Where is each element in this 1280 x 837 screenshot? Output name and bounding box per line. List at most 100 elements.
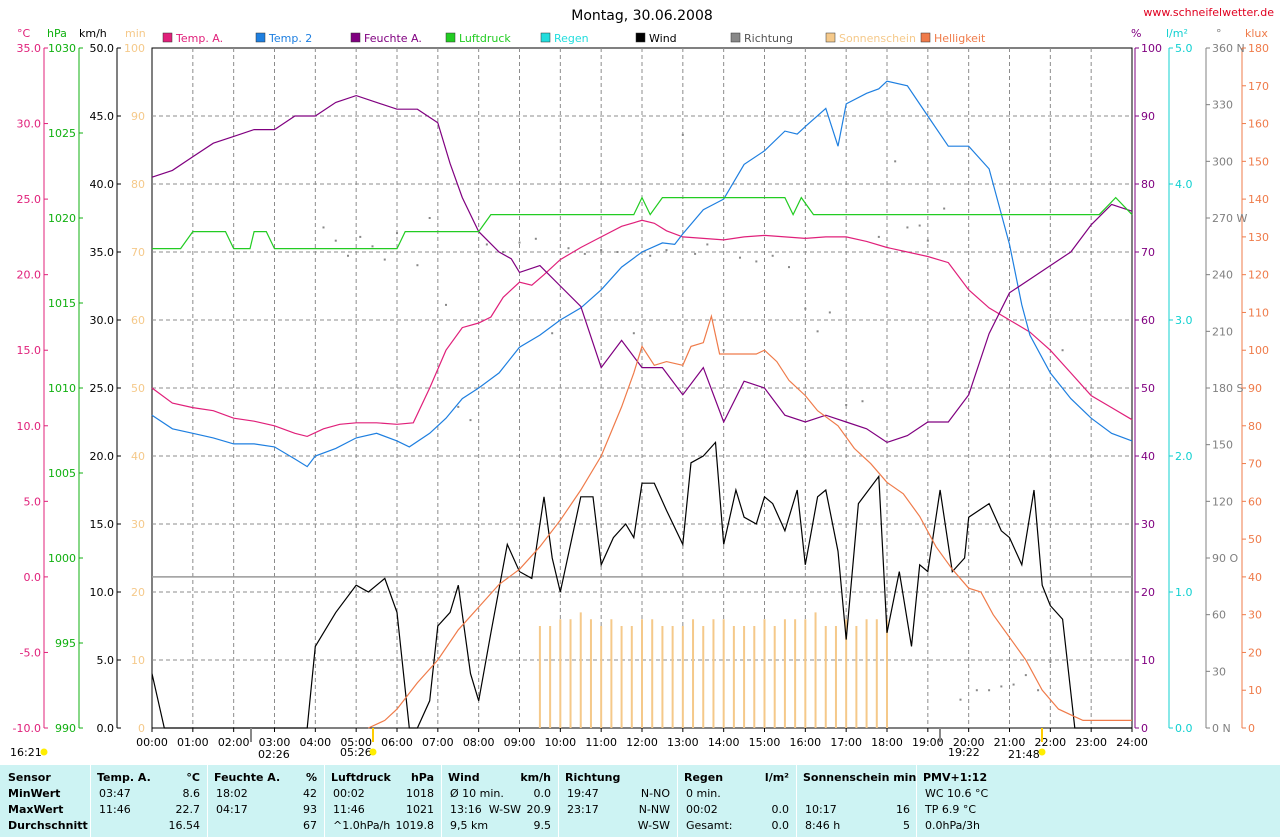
series-temp-a-line (151, 219, 1133, 438)
x-tick-label-13: 13:00 (667, 736, 699, 749)
sunshine-bars (538, 612, 888, 728)
x-tick-label-16: 16:00 (789, 736, 821, 749)
direction-dot-19 (600, 249, 603, 252)
wind-tick-label-0: 50.0 (90, 42, 115, 55)
right-axes: 10090807060504030201005.04.03.02.01.00.0… (1134, 42, 1269, 735)
direction-dot-1 (334, 239, 337, 242)
temp-tick-label-0: 35.0 (17, 42, 42, 55)
rain-tick-label-0: 5.0 (1175, 42, 1193, 55)
x-tick-label-20: 20:00 (953, 736, 985, 749)
humidity-tick-label-8: 20 (1141, 586, 1155, 599)
table-cell-3-avg-time: 9,5 km (450, 819, 489, 832)
direction-dot-13 (502, 251, 505, 253)
website-label: www.schneifelwetter.de (1143, 6, 1274, 19)
mark-0526-label: 05:26 (340, 746, 372, 759)
direction-dot-41 (926, 239, 929, 242)
direction-dot-27 (722, 349, 725, 352)
direction-dot-29 (755, 260, 758, 263)
direction-tick-label-0: 360 N (1212, 42, 1245, 55)
pressure-tick-label-5: 1005 (48, 467, 76, 480)
chart-title: Montag, 30.06.2008 (571, 8, 713, 24)
table-cell-4-avg-val: W-SW (637, 819, 670, 832)
x-tick-label-1: 01:00 (177, 736, 209, 749)
temp-tick-label-6: 5.0 (24, 495, 42, 508)
wind-tick-label-1: 45.0 (90, 110, 115, 123)
direction-dot-45 (988, 689, 991, 692)
direction-dot-5 (383, 258, 386, 261)
legend-swatch-2 (350, 32, 361, 43)
summary-table: Sensor MinWert MaxWert Durchschnitt Temp… (0, 765, 1280, 837)
wind-tick-label-4: 30.0 (90, 314, 115, 327)
wind-tick-label-6: 20.0 (90, 450, 115, 463)
series-temp-2-line (151, 80, 1133, 468)
direction-dot-6 (396, 232, 398, 235)
unit-light: klux (1245, 27, 1268, 40)
unit-pressure: hPa (47, 27, 67, 40)
table-col-7: PMV+1:12 WC 10.6 °C TP 6.9 °C 0.0hPa/3h (916, 765, 1280, 837)
wind-tick-label-2: 40.0 (90, 178, 115, 191)
humidity-tick-label-6: 40 (1141, 450, 1155, 463)
light-tick-label-2: 160 (1248, 118, 1269, 131)
table-col-3: Wind km/h Ø 10 min. 0.0 13:16 W-SW 20.9 9,5 km 9… (441, 765, 557, 837)
table-cell-0-max-val: 22.7 (175, 803, 201, 816)
table-cell-5-max-time: 00:02 (686, 803, 718, 816)
pressure-tick-label-3: 1015 (48, 297, 76, 310)
sun-tick-label-10: 0 (138, 722, 145, 735)
x-tick-label-4: 04:00 (299, 736, 331, 749)
x-tick-label-10: 10:00 (544, 736, 576, 749)
table-cell-6-avg-time: 8:46 h (805, 819, 841, 832)
light-tick-label-1: 170 (1248, 80, 1269, 93)
humidity-tick-label-4: 60 (1141, 314, 1155, 327)
humidity-tick-label-5: 50 (1141, 382, 1155, 395)
series-helligkeit-line (368, 313, 1132, 729)
pressure-tick-label-2: 1020 (48, 212, 76, 225)
temp-tick-label-9: -10.0 (13, 722, 41, 735)
light-tick-label-4: 140 (1248, 193, 1269, 206)
table-cell-2-head: Luftdruck (331, 771, 391, 784)
direction-dot-26 (706, 243, 709, 246)
x-axis: 00:00 01:00 02:00 03:00 04:00 05:00 06:00 07:00… (136, 728, 1148, 749)
direction-dot-12 (485, 243, 488, 246)
x-tick-label-11: 11:00 (585, 736, 617, 749)
humidity-tick-label-9: 10 (1141, 654, 1155, 667)
legend-swatch-3 (445, 32, 456, 43)
direction-dot-18 (583, 252, 586, 255)
sunset-icon (1038, 748, 1046, 756)
legend-label-7: Sonnenschein (839, 32, 916, 45)
sun-icon (40, 748, 48, 756)
direction-dot-20 (616, 251, 619, 253)
table-cell-1-avg-val: 67 (303, 819, 317, 832)
table-cell-0-min-val: 8.6 (182, 787, 201, 800)
direction-tick-label-11: 30 (1212, 665, 1226, 678)
pressure-tick-label-0: 1030 (48, 42, 76, 55)
table-cell-1-max-val: 93 (303, 803, 317, 816)
temp-tick-label-3: 20.0 (17, 269, 42, 282)
direction-dot-28 (739, 256, 741, 259)
table-cell-5-unit: l/m² (764, 771, 789, 784)
light-tick-label-7: 110 (1248, 306, 1269, 319)
table-cell-0-max-time: 11:46 (99, 803, 131, 816)
x-tick-label-2: 02:00 (218, 736, 250, 749)
temp-tick-label-5: 10.0 (17, 420, 42, 433)
sun-tick-label-7: 30 (131, 518, 145, 531)
x-tick-label-8: 08:00 (463, 736, 495, 749)
table-cell-2-min-val: 1018 (406, 787, 434, 800)
table-cell-7-head: PMV+1:12 (923, 771, 988, 784)
direction-dots (322, 133, 1064, 701)
direction-tick-label-2: 300 (1212, 155, 1233, 168)
legend-label-0: Temp. A. (175, 32, 223, 45)
sun-tick-label-2: 80 (131, 178, 145, 191)
light-tick-label-6: 120 (1248, 269, 1269, 282)
direction-dot-34 (828, 311, 831, 314)
legend-label-4: Regen (554, 32, 589, 45)
light-tick-label-10: 80 (1248, 420, 1262, 433)
direction-dot-43 (959, 698, 962, 701)
table-cell-3-max-mid: W-SW (488, 803, 521, 816)
x-tick-label-23: 23:00 (1075, 736, 1107, 749)
series-wind-line (151, 440, 1132, 729)
direction-dot-35 (845, 404, 848, 406)
table-cell-0-head: Temp. A. (97, 771, 151, 784)
direction-dot-0 (322, 226, 325, 229)
light-tick-label-5: 130 (1248, 231, 1269, 244)
table-cell-3-max-val: 20.9 (526, 803, 552, 816)
